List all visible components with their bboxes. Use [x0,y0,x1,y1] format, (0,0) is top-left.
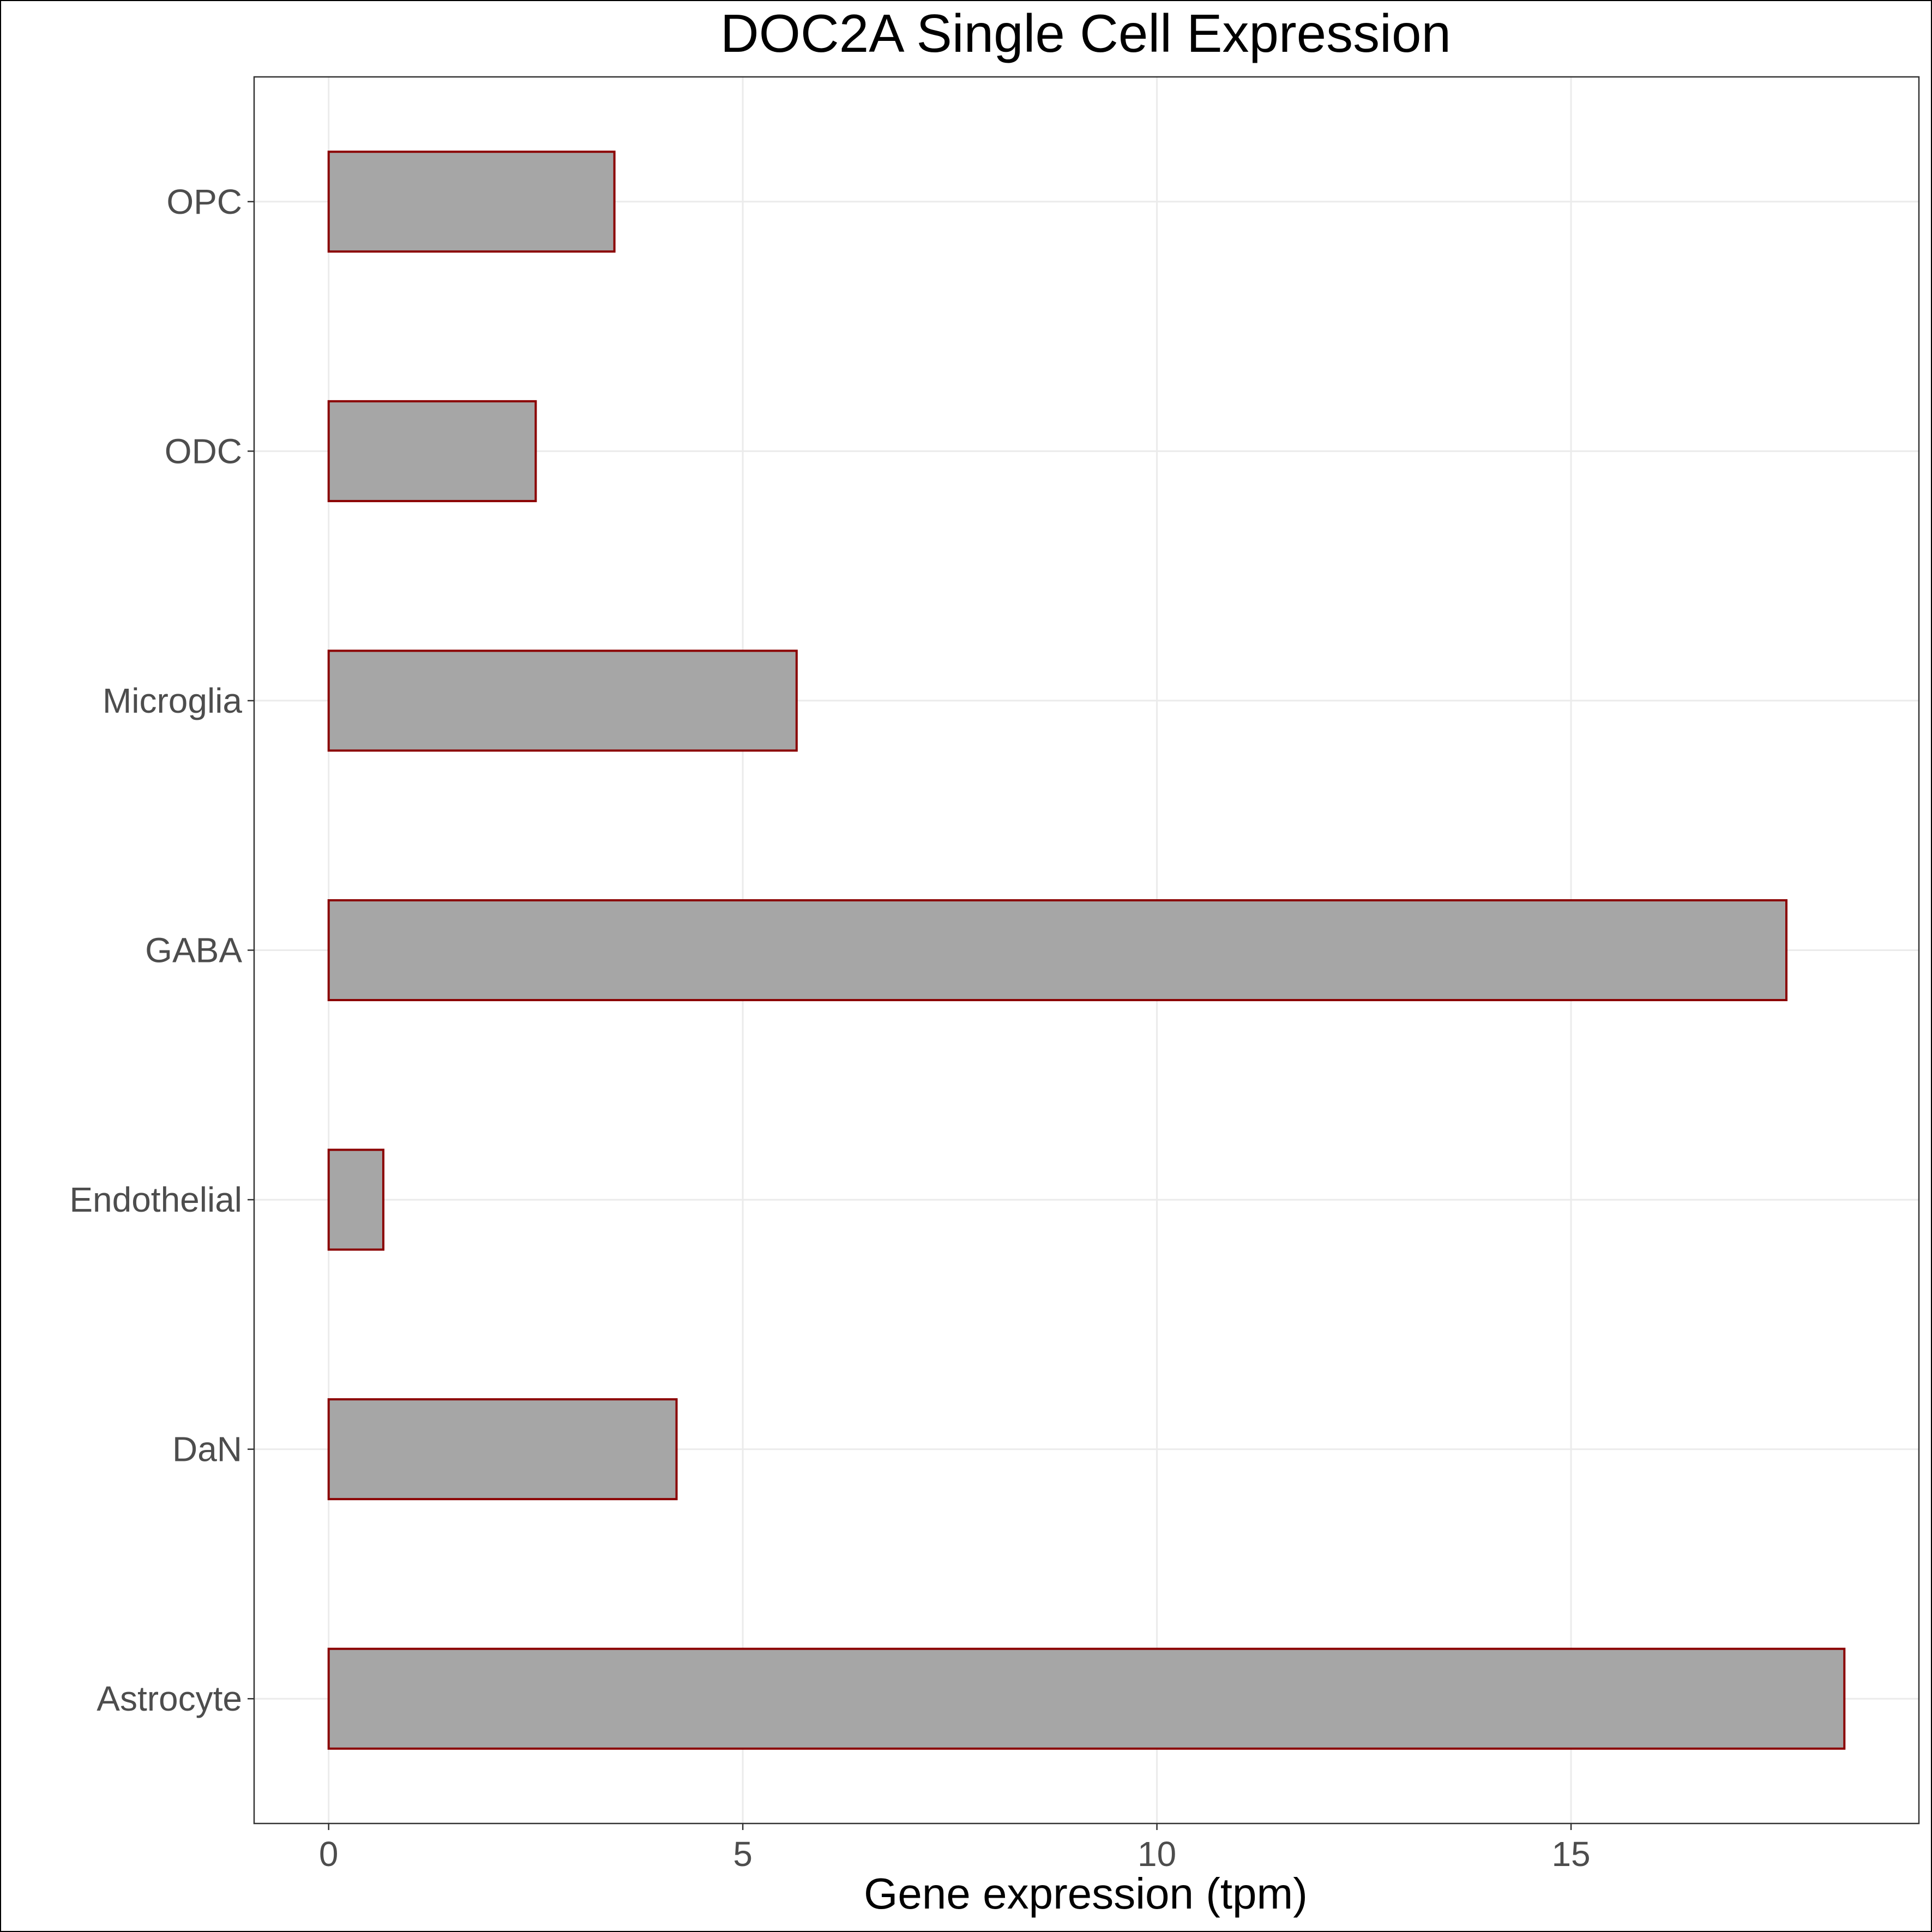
x-tick-label: 10 [1137,1834,1176,1874]
chart-title: DOC2A Single Cell Expression [720,3,1451,63]
x-tick-label: 15 [1551,1834,1590,1874]
bar-odc [327,400,537,502]
x-axis-title: Gene expression (tpm) [864,1869,1308,1918]
y-tick-label: Microglia [103,681,242,720]
bars [327,151,1846,1750]
y-tick-label: OPC [166,182,242,221]
y-tick-label: Astrocyte [97,1679,242,1718]
y-tick-label: DaN [172,1430,242,1469]
x-tick-label: 0 [319,1834,339,1874]
y-tick-label: Endothelial [69,1180,242,1219]
x-axis: 0 5 10 15 [319,1823,1591,1874]
bar-endothelial [327,1148,384,1251]
bar-microglia [327,649,798,752]
bar-dan [327,1398,678,1501]
bar-opc [327,151,616,253]
bar-gaba [327,899,1787,1002]
bar-astrocyte [327,1647,1846,1750]
y-tick-label: ODC [165,431,242,471]
x-tick-label: 5 [733,1834,753,1874]
y-tick-label: GABA [145,931,242,970]
y-axis: Astrocyte DaN Endothelial GABA Microglia ODC O… [69,182,254,1718]
